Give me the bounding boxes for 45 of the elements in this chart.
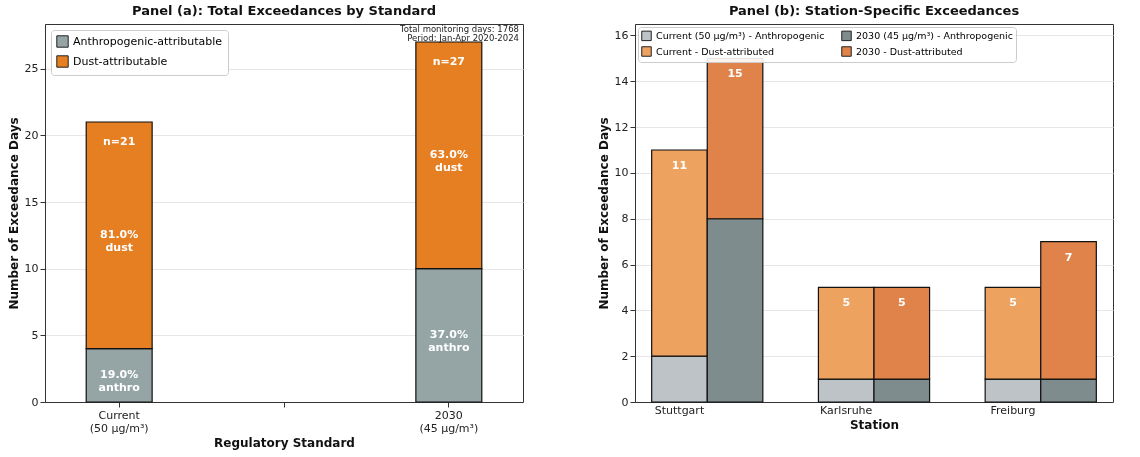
total-label: 5 <box>1009 296 1017 310</box>
chart-title: Panel (b): Station-Specific Exceedances <box>728 3 1020 18</box>
x-axis-title: Regulatory Standard <box>214 435 355 450</box>
total-label: 7 <box>1064 250 1073 264</box>
total-label: n=21 <box>102 135 136 148</box>
total-label: 11 <box>671 159 688 172</box>
legend-label: Current - Dust-attributed <box>656 45 775 57</box>
y-tick-label: 4 <box>621 303 629 317</box>
y-tick-label: 10 <box>614 166 629 180</box>
annotation: 37.0% anthro <box>428 328 470 355</box>
y-tick-label: 12 <box>614 120 629 134</box>
y-tick-label: 25 <box>24 62 39 76</box>
y-tick-label: 20 <box>24 128 39 142</box>
total-label: n=27 <box>432 55 466 68</box>
legend-label: Dust-attributable <box>73 54 168 68</box>
y-tick-label: 6 <box>621 258 629 272</box>
legend-label: 2030 (45 µg/m³) - Anthropogenic <box>856 29 1013 41</box>
annotation: 63.0% dust <box>429 148 468 175</box>
legend-label: Current (50 µg/m³) - Anthropogenic <box>656 29 825 41</box>
y-tick-label: 5 <box>31 328 39 342</box>
y-tick-label: 8 <box>621 212 629 226</box>
y-axis-title: Number of Exceedance Days <box>596 117 611 310</box>
annotation: Total monitoring days: 1768 Period: Jan-Apr 2020-2024 <box>399 24 519 43</box>
total-label: 5 <box>897 296 906 310</box>
x-axis-title: Station <box>849 417 900 432</box>
x-tick-label: Karlsruhe <box>820 403 873 417</box>
y-axis-title: Number of Exceedance Days <box>6 117 21 310</box>
chart-title: Panel (a): Total Exceedances by Standard <box>132 3 436 18</box>
y-tick-label: 10 <box>24 262 39 276</box>
y-tick-label: 2 <box>621 349 629 363</box>
y-tick-label: 0 <box>621 395 629 409</box>
annotation: 81.0% dust <box>100 228 139 255</box>
legend-label: 2030 - Dust-attributed <box>856 45 963 57</box>
x-tick-label: Freiburg <box>990 403 1036 417</box>
y-tick-label: 15 <box>24 195 39 209</box>
x-tick-label: 2030 (45 µg/m³) <box>419 408 479 435</box>
y-tick-label: 0 <box>31 395 39 409</box>
x-tick-label: Current (50 µg/m³) <box>89 408 149 435</box>
total-label: 15 <box>727 67 743 81</box>
y-tick-label: 16 <box>614 28 629 42</box>
total-label: 5 <box>842 296 851 310</box>
x-tick-label: Stuttgart <box>654 403 705 417</box>
legend-label: Anthropogenic-attributable <box>73 34 223 48</box>
y-tick-label: 14 <box>614 74 629 88</box>
annotation: 19.0% anthro <box>98 368 141 395</box>
